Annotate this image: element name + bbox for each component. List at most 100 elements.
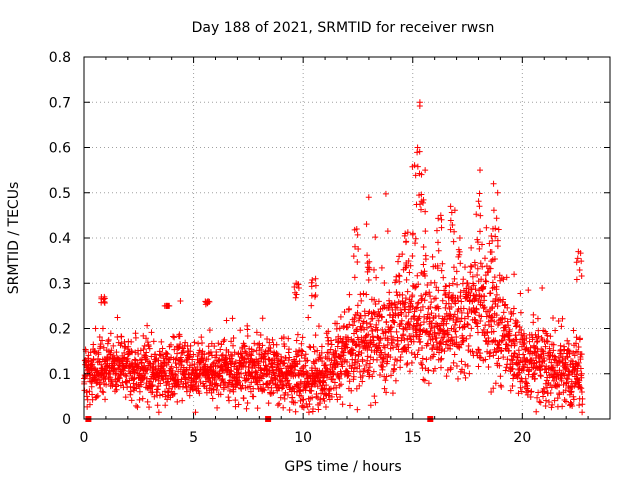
data-point	[138, 381, 145, 388]
data-point	[167, 341, 174, 348]
data-point	[474, 265, 481, 272]
data-point	[243, 405, 250, 412]
data-point	[444, 327, 451, 334]
data-point	[230, 342, 237, 349]
data-point	[366, 360, 373, 367]
data-point	[555, 354, 562, 361]
data-point	[89, 396, 96, 403]
data-point	[426, 289, 433, 296]
data-point	[314, 383, 321, 390]
data-point	[414, 144, 421, 151]
data-point	[258, 346, 265, 353]
data-point	[411, 308, 418, 315]
data-point	[149, 363, 156, 370]
data-point	[530, 371, 537, 378]
data-point	[294, 361, 301, 368]
x-axis-label: GPS time / hours	[284, 459, 401, 475]
data-point	[320, 395, 327, 402]
data-point	[463, 335, 470, 342]
data-point	[168, 363, 175, 370]
data-point	[550, 364, 557, 371]
data-point	[108, 379, 115, 386]
data-point	[520, 341, 527, 348]
data-point	[512, 317, 519, 324]
data-point	[154, 402, 161, 409]
data-point	[368, 347, 375, 354]
data-point	[519, 378, 526, 385]
data-point	[333, 384, 340, 391]
data-point	[565, 347, 572, 354]
data-point	[182, 339, 189, 346]
data-point	[402, 239, 409, 246]
data-point	[217, 372, 224, 379]
data-point	[478, 276, 485, 283]
data-point	[485, 364, 492, 371]
data-point	[350, 253, 357, 260]
data-point	[327, 346, 334, 353]
data-point	[315, 406, 322, 413]
data-point	[379, 366, 386, 373]
data-point	[445, 331, 452, 338]
data-point	[421, 377, 428, 384]
data-point	[424, 311, 431, 318]
data-point	[144, 339, 151, 346]
data-point	[510, 310, 517, 317]
data-point	[438, 355, 445, 362]
data-point	[99, 337, 106, 344]
data-point	[269, 336, 276, 343]
data-point	[211, 376, 218, 383]
data-point	[337, 355, 344, 362]
data-point	[422, 208, 429, 215]
data-point	[183, 367, 190, 374]
data-point	[144, 398, 151, 405]
data-point	[492, 337, 499, 344]
data-point	[262, 355, 269, 362]
data-point	[492, 233, 499, 240]
data-point	[508, 357, 515, 364]
data-point	[534, 315, 541, 322]
data-point	[459, 366, 466, 373]
data-point	[123, 379, 130, 386]
data-point	[495, 355, 502, 362]
data-point	[404, 229, 411, 236]
chart-title: Day 188 of 2021, SRMTID for receiver rws…	[192, 20, 495, 36]
data-point	[179, 358, 186, 365]
data-point	[114, 314, 121, 321]
data-point	[412, 172, 419, 179]
data-point	[378, 264, 385, 271]
data-point	[346, 305, 353, 312]
data-point	[285, 335, 292, 342]
data-point	[317, 355, 324, 362]
data-point	[393, 289, 400, 296]
data-point	[483, 224, 490, 231]
data-point	[485, 338, 492, 345]
data-point	[428, 299, 435, 306]
data-point	[354, 259, 361, 266]
data-point	[500, 309, 507, 316]
data-point	[413, 332, 420, 339]
data-point	[295, 281, 302, 288]
data-point	[492, 295, 499, 302]
data-point	[328, 341, 335, 348]
data-point	[493, 283, 500, 290]
data-point	[432, 365, 439, 372]
data-point	[99, 325, 106, 332]
data-point	[393, 273, 400, 280]
data-point	[143, 355, 150, 362]
data-point	[528, 388, 535, 395]
data-point	[477, 167, 484, 174]
data-point	[485, 268, 492, 275]
data-point	[313, 391, 320, 398]
data-point	[461, 264, 468, 271]
data-point	[343, 341, 350, 348]
data-point	[409, 230, 416, 237]
data-point	[164, 396, 171, 403]
data-point	[278, 357, 285, 364]
data-point	[572, 380, 579, 387]
data-point	[229, 315, 236, 322]
data-point	[542, 343, 549, 350]
data-point	[205, 343, 212, 350]
data-point	[441, 287, 448, 294]
data-point	[392, 377, 399, 384]
data-point	[254, 341, 261, 348]
